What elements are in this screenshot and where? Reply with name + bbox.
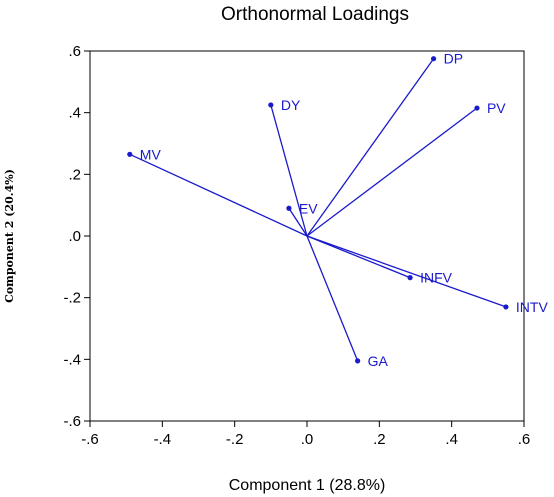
y-tick-label: -.4 xyxy=(63,351,81,368)
x-tick-label: -.4 xyxy=(154,431,172,448)
vector-mv xyxy=(129,153,308,237)
point-labels: DP PV DY MV EV INFV INTV GA xyxy=(140,51,549,369)
vector-dy xyxy=(270,104,308,237)
x-tick-label: .2 xyxy=(373,431,386,448)
point-dy xyxy=(268,102,274,108)
x-tick-label: .6 xyxy=(518,431,531,448)
label-pv: PV xyxy=(487,100,506,116)
label-dp: DP xyxy=(444,51,463,67)
label-ev: EV xyxy=(299,200,318,216)
loading-vectors xyxy=(127,56,509,364)
y-tick-label: .2 xyxy=(68,166,81,183)
point-dp xyxy=(430,56,437,62)
y-axis-label: Component 2 (20.4%) xyxy=(3,169,16,303)
vector-infv xyxy=(306,235,411,279)
point-intv xyxy=(503,304,509,310)
x-tick-label: -.6 xyxy=(81,431,99,448)
vector-intv xyxy=(306,235,507,308)
label-mv: MV xyxy=(140,146,162,162)
x-tick-label: .4 xyxy=(445,431,458,448)
x-axis-label: Component 1 (28.8%) xyxy=(229,477,386,494)
point-infv xyxy=(407,275,413,281)
vector-ev xyxy=(288,207,308,237)
point-pv xyxy=(474,105,480,111)
vector-ga xyxy=(306,235,359,362)
label-ga: GA xyxy=(368,353,389,369)
y-tick-label: -.2 xyxy=(63,290,81,307)
label-intv: INTV xyxy=(516,299,549,315)
y-tick-label: -.6 xyxy=(63,413,81,430)
chart-title: Orthonormal Loadings xyxy=(221,4,409,25)
axes-layer: -.6 -.4 -.2 .0 .2 .4 .6 .6 .4 .2 .0 -.2 -.4 -.6 xyxy=(63,43,530,448)
y-tick-label: .4 xyxy=(68,105,81,122)
y-tick-label: .0 xyxy=(68,228,81,245)
point-mv xyxy=(127,151,133,157)
vector-dp xyxy=(306,58,435,237)
vector-pv xyxy=(306,107,478,237)
label-infv: INFV xyxy=(420,270,453,286)
y-tick-label: .6 xyxy=(68,43,81,60)
point-ev xyxy=(286,205,292,211)
label-dy: DY xyxy=(281,97,301,113)
point-ga xyxy=(355,358,361,364)
x-tick-label: .0 xyxy=(301,431,314,448)
x-tick-label: -.2 xyxy=(226,431,244,448)
